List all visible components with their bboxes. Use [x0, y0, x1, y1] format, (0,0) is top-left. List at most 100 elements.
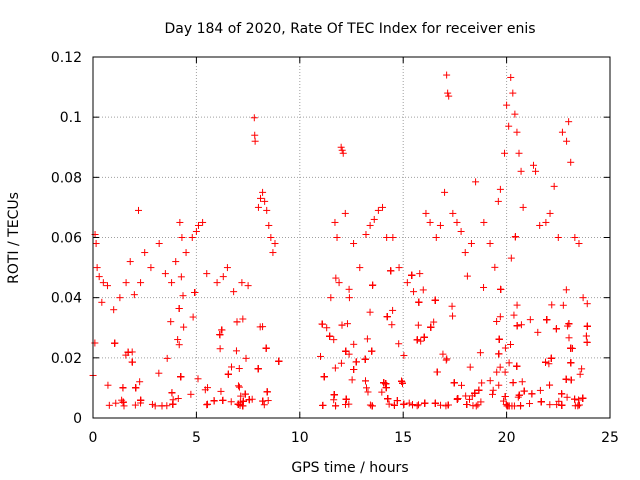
data-point [518, 378, 526, 386]
data-point [362, 384, 370, 392]
data-point [188, 234, 196, 241]
data-point [319, 401, 327, 409]
data-point [174, 395, 182, 403]
data-point [563, 393, 571, 401]
data-point [513, 322, 521, 330]
data-point [529, 161, 537, 169]
data-point [444, 89, 452, 97]
data-point [488, 390, 496, 398]
data-point [227, 363, 235, 371]
data-point [263, 388, 271, 396]
data-point [98, 298, 106, 306]
x-tick-label: 10 [291, 430, 309, 446]
axis-ticks: 0 5 10 15 20 25 0 0.02 0.04 0.06 0.08 0.1 0.12 [51, 50, 619, 446]
data-point [489, 386, 497, 394]
data-point [547, 354, 555, 362]
data-point [421, 399, 429, 407]
data-point [450, 379, 458, 387]
data-point [332, 402, 340, 410]
data-point [571, 234, 579, 241]
data-point [261, 197, 269, 205]
data-point [119, 384, 127, 392]
data-point [327, 294, 335, 302]
data-point [583, 338, 591, 346]
data-point [141, 249, 149, 257]
data-point [234, 382, 242, 390]
data-point [550, 182, 558, 190]
data-point [567, 344, 575, 352]
data-point [449, 312, 457, 320]
data-point [191, 288, 199, 296]
data-point [177, 273, 185, 281]
data-point [567, 376, 575, 384]
data-point [390, 401, 398, 409]
data-point [130, 291, 138, 299]
data-point [541, 358, 549, 366]
data-point [579, 294, 587, 302]
data-point [245, 396, 253, 404]
data-point [366, 221, 374, 229]
data-point [575, 401, 583, 409]
data-point [148, 400, 156, 408]
data-point [374, 206, 382, 214]
y-tick-label: 0.02 [51, 351, 82, 367]
data-point [576, 370, 584, 378]
data-point [403, 279, 411, 287]
data-point [565, 334, 573, 342]
data-point [269, 249, 277, 257]
data-point [519, 203, 527, 211]
data-point [259, 397, 267, 405]
data-point [449, 209, 457, 217]
data-point [174, 336, 182, 344]
data-point [155, 240, 163, 248]
data-point [513, 128, 521, 136]
data-point [120, 402, 128, 410]
data-point [497, 285, 505, 293]
data-point [509, 89, 517, 97]
data-point [474, 401, 482, 409]
chart-title: Day 184 of 2020, Rate Of TEC Index for r… [164, 21, 535, 37]
x-tick-label: 25 [601, 430, 619, 446]
data-point [158, 402, 166, 410]
data-point [330, 391, 338, 399]
data-point [419, 286, 427, 294]
data-point [345, 285, 353, 293]
data-point [194, 221, 202, 229]
data-point [476, 349, 484, 357]
data-point [493, 317, 501, 325]
data-point [453, 218, 461, 226]
data-point [448, 302, 456, 310]
data-point [92, 240, 100, 248]
data-point [333, 234, 341, 241]
x-tick-label: 0 [89, 430, 98, 446]
y-tick-label: 0.12 [51, 50, 82, 66]
data-point [565, 320, 573, 328]
data-point [505, 122, 513, 130]
data-point [496, 185, 504, 193]
data-point [422, 209, 430, 217]
data-point [99, 279, 107, 287]
y-tick-label: 0.1 [60, 110, 82, 126]
data-point [341, 209, 349, 217]
data-point [254, 365, 262, 373]
data-point [110, 306, 118, 314]
data-point [339, 149, 347, 157]
data-point [178, 234, 186, 241]
data-point [559, 301, 567, 309]
data-point [384, 395, 392, 403]
data-point [250, 114, 258, 122]
data-point [552, 325, 560, 333]
data-point [330, 396, 338, 404]
data-point [507, 73, 515, 81]
data-point [542, 218, 550, 226]
data-point [413, 402, 421, 410]
data-point [505, 359, 513, 367]
data-point [104, 381, 112, 389]
data-point [383, 234, 391, 241]
data-point [271, 240, 279, 248]
data-point [567, 359, 575, 367]
data-point [515, 149, 523, 157]
data-point [507, 341, 515, 349]
data-point [337, 359, 345, 367]
y-tick-label: 0.08 [51, 170, 82, 186]
